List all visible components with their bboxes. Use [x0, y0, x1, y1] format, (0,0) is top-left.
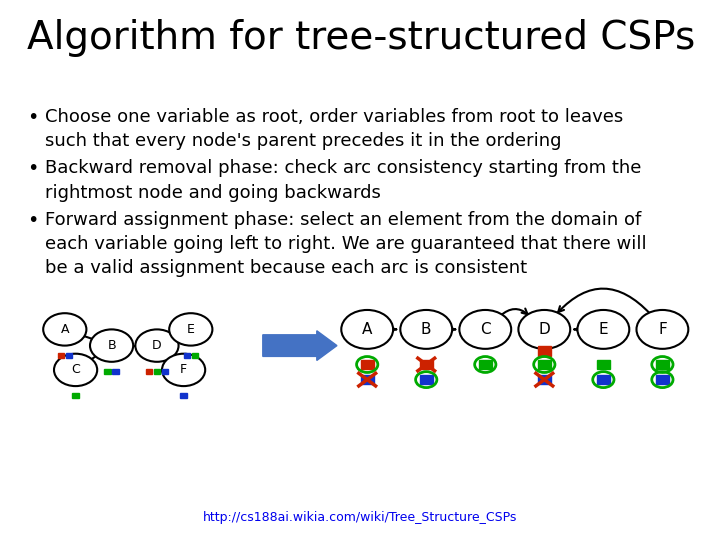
Bar [162, 369, 168, 374]
FancyArrow shape [263, 330, 337, 361]
Text: •: • [27, 108, 39, 127]
Text: B: B [107, 339, 116, 352]
Bar [181, 393, 187, 399]
Bar [112, 369, 119, 374]
Bar [104, 369, 111, 374]
Text: Backward removal phase: check arc consistency starting from the: Backward removal phase: check arc consis… [45, 159, 642, 177]
Text: Algorithm for tree-structured CSPs: Algorithm for tree-structured CSPs [27, 19, 696, 57]
Bar [58, 353, 64, 358]
Circle shape [518, 310, 570, 349]
Bar [656, 360, 669, 369]
Text: rightmost node and going backwards: rightmost node and going backwards [45, 184, 381, 201]
Text: http://cs188ai.wikia.com/wiki/Tree_Structure_CSPs: http://cs188ai.wikia.com/wiki/Tree_Struc… [203, 511, 517, 524]
Circle shape [459, 310, 511, 349]
Text: C: C [480, 322, 490, 337]
Text: D: D [152, 339, 162, 352]
Text: E: E [187, 323, 194, 336]
Circle shape [577, 310, 629, 349]
Bar [192, 353, 198, 358]
Bar [538, 346, 551, 356]
Text: •: • [27, 211, 39, 229]
Bar [538, 375, 551, 384]
Circle shape [90, 329, 133, 362]
Circle shape [341, 310, 393, 349]
Text: D: D [539, 322, 550, 337]
Circle shape [43, 313, 86, 346]
Bar [420, 360, 433, 369]
Text: A: A [60, 323, 69, 336]
Text: E: E [598, 322, 608, 337]
Bar [420, 375, 433, 384]
Bar [656, 375, 669, 384]
Circle shape [169, 313, 212, 346]
Bar [72, 393, 78, 399]
Circle shape [54, 354, 97, 386]
Text: A: A [362, 322, 372, 337]
Text: F: F [658, 322, 667, 337]
Text: F: F [180, 363, 187, 376]
Bar [361, 375, 374, 384]
Text: be a valid assignment because each arc is consistent: be a valid assignment because each arc i… [45, 259, 528, 277]
Text: Forward assignment phase: select an element from the domain of: Forward assignment phase: select an elem… [45, 211, 642, 228]
Bar [479, 360, 492, 369]
Text: B: B [421, 322, 431, 337]
Bar [154, 369, 161, 374]
Circle shape [636, 310, 688, 349]
Circle shape [400, 310, 452, 349]
Bar [145, 369, 153, 374]
Bar [184, 353, 190, 358]
Text: C: C [71, 363, 80, 376]
Text: •: • [27, 159, 39, 178]
Text: each variable going left to right. We are guaranteed that there will: each variable going left to right. We ar… [45, 235, 647, 253]
Circle shape [135, 329, 179, 362]
Bar [361, 360, 374, 369]
Text: Choose one variable as root, order variables from root to leaves: Choose one variable as root, order varia… [45, 108, 624, 126]
Bar [597, 360, 610, 369]
Bar [538, 360, 551, 369]
Bar [597, 375, 610, 384]
Bar [66, 353, 72, 358]
Text: such that every node's parent precedes it in the ordering: such that every node's parent precedes i… [45, 132, 562, 150]
Circle shape [162, 354, 205, 386]
